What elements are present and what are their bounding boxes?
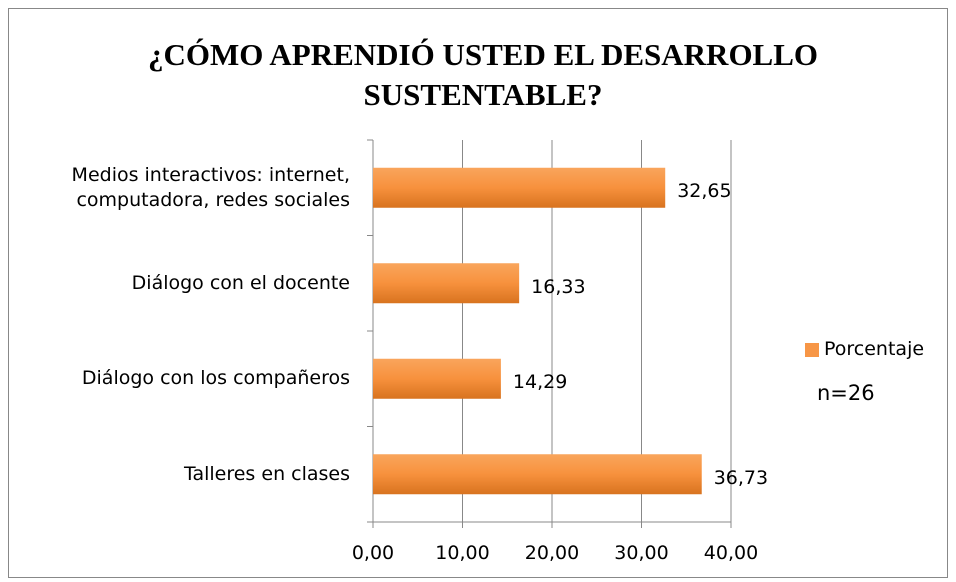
legend-label: Porcentaje	[824, 338, 925, 360]
data-label: 16,33	[531, 275, 586, 298]
y-tick-label: Medios interactivos: internet, computado…	[71, 163, 350, 211]
bar	[373, 454, 702, 495]
legend-swatch	[805, 343, 819, 357]
bar	[373, 358, 501, 399]
y-tick-label: Diálogo con los compañeros	[81, 367, 350, 390]
y-tick-label: Diálogo con el docente	[131, 271, 350, 294]
bar	[373, 263, 520, 304]
x-tick-label: 30,00	[614, 542, 669, 564]
data-label: 36,73	[713, 466, 769, 489]
bar	[373, 167, 666, 208]
data-label: 14,29	[512, 371, 568, 394]
y-tick-label: Talleres en clases	[184, 462, 350, 485]
x-tick-label: 10,00	[435, 542, 490, 564]
chart-title: ¿CÓMO APRENDIÓ USTED EL DESARROLLO SUSTE…	[147, 37, 819, 112]
x-tick-label: 20,00	[524, 542, 580, 564]
x-tick-label: 0,00	[351, 542, 395, 564]
x-tick-label: 40,00	[703, 542, 759, 564]
annotation: n=26	[817, 381, 875, 405]
chart-border	[8, 8, 948, 578]
data-label: 32,65	[677, 180, 732, 203]
